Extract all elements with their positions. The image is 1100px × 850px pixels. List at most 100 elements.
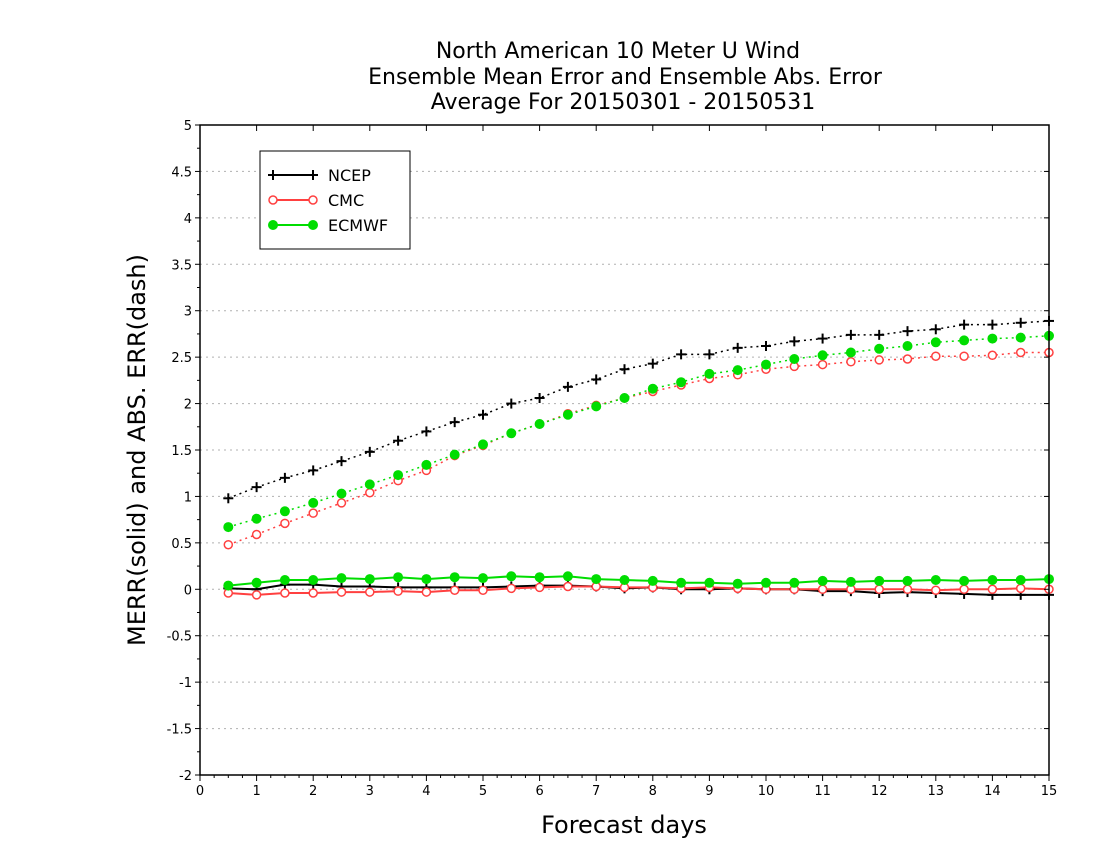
cmc-mean-error-point — [987, 584, 998, 595]
x-tick-label: 9 — [705, 784, 713, 799]
cmc-abs-error-point — [902, 354, 913, 364]
ecmwf-mean-error-point — [817, 575, 828, 586]
x-axis-label: Forecast days — [541, 811, 707, 839]
cmc-abs-error-point — [987, 350, 998, 361]
y-tick-label: 4.5 — [171, 165, 192, 180]
ncep-abs-error-point — [817, 333, 828, 344]
ecmwf-abs-error-point — [591, 401, 602, 412]
ncep-abs-error-point — [478, 409, 488, 420]
y-tick-label: -1 — [179, 676, 192, 691]
ecmwf-mean-error-point — [676, 577, 687, 588]
ecmwf-abs-error-point — [676, 377, 687, 388]
ecmwf-abs-error-point — [393, 470, 404, 481]
legend-cmc-marker-left — [268, 195, 278, 205]
series-layer — [223, 315, 1054, 600]
cmc-abs-error-point — [874, 355, 884, 365]
ecmwf-mean-error-point — [761, 577, 771, 588]
x-tick-label: 0 — [196, 784, 204, 799]
ecmwf-mean-error-point — [1015, 575, 1026, 585]
cmc-mean-error-point — [280, 588, 290, 598]
ncep-abs-error-point — [449, 417, 460, 428]
cmc-mean-error-point — [563, 581, 573, 592]
ecmwf-mean-error-point — [562, 571, 573, 582]
ncep-abs-error-point — [562, 381, 573, 392]
cmc-abs-error-point — [223, 539, 234, 550]
cmc-mean-error-point — [251, 590, 262, 600]
ecmwf-mean-error-point — [364, 574, 375, 585]
legend-ecmwf-label: ECMWF — [328, 216, 388, 235]
ncep-abs-error-point — [987, 319, 998, 330]
ecmwf-mean-error-point — [534, 572, 545, 583]
ecmwf-abs-error-point — [732, 365, 743, 376]
ecmwf-abs-error-point — [421, 459, 432, 470]
y-tick-label: 1.5 — [171, 444, 192, 459]
y-tick-label: 2.5 — [171, 351, 192, 366]
ncep-abs-error-point — [336, 456, 347, 467]
x-tick-label: 13 — [928, 784, 945, 799]
cmc-abs-error-point — [846, 357, 856, 367]
ncep-abs-error-line — [228, 320, 1050, 499]
cmc-abs-error-point — [280, 518, 290, 529]
ecmwf-mean-error-point — [251, 577, 262, 588]
ncep-abs-error-point — [874, 329, 885, 340]
legend-ncep-label: NCEP — [328, 166, 371, 185]
cmc-mean-error-point — [817, 584, 828, 595]
ecmwf-abs-error-point — [478, 439, 488, 450]
ecmwf-abs-error-point — [534, 419, 545, 429]
ecmwf-mean-error-point — [874, 575, 885, 586]
ecmwf-abs-error-point — [449, 449, 460, 460]
ecmwf-mean-error-point — [336, 573, 347, 584]
y-tick-label: -0.5 — [167, 630, 192, 645]
chart-title-line-2: Ensemble Mean Error and Ensemble Abs. Er… — [368, 65, 883, 90]
ncep-abs-error-point — [223, 493, 234, 504]
x-tick-label: 5 — [479, 784, 487, 799]
ncep-abs-error-point — [761, 341, 771, 351]
chart-title-line-3: Average For 20150301 - 20150531 — [431, 90, 816, 115]
cmc-mean-error-point — [365, 587, 375, 597]
ecmwf-abs-error-point — [223, 522, 234, 533]
x-tick-label: 14 — [984, 784, 1001, 799]
y-tick-label: 0.5 — [171, 537, 192, 552]
ecmwf-abs-error-point — [902, 341, 913, 351]
ecmwf-abs-error-point — [279, 506, 290, 517]
ecmwf-abs-error-point — [761, 359, 771, 370]
legend-cmc-marker-right — [308, 195, 318, 205]
ecmwf-abs-error-point — [308, 497, 319, 508]
ecmwf-mean-error-point — [647, 575, 658, 586]
cmc-mean-error-point — [449, 585, 460, 595]
ecmwf-abs-error-point — [959, 335, 970, 346]
ecmwf-mean-error-point — [930, 575, 941, 585]
x-tick-label: 6 — [535, 784, 543, 799]
ecmwf-mean-error-point — [449, 572, 460, 583]
ncep-abs-error-point — [506, 398, 517, 409]
cmc-mean-error-point — [931, 585, 941, 595]
ecmwf-abs-error-point — [930, 337, 941, 348]
ncep-abs-error-point — [845, 329, 856, 340]
cmc-mean-error-point — [1015, 583, 1026, 594]
ecmwf-mean-error-point — [506, 571, 517, 582]
ecmwf-abs-error-point — [817, 350, 828, 361]
grid-lines — [200, 170, 1049, 730]
ecmwf-abs-error-point — [987, 333, 998, 344]
ecmwf-abs-error-point — [1015, 332, 1026, 343]
ecmwf-mean-error-point — [393, 572, 404, 583]
ecmwf-abs-error-line — [228, 335, 1050, 528]
ecmwf-mean-error-point — [223, 580, 234, 591]
cmc-mean-error-point — [336, 587, 347, 597]
ecmwf-mean-error-point — [279, 575, 290, 585]
ecmwf-mean-error-point — [704, 577, 715, 588]
y-tick-label: 3 — [184, 305, 192, 320]
ncep-abs-error-point — [732, 342, 743, 353]
ncep-abs-error-point — [902, 326, 913, 337]
axis-ticks: -2-1.5-1-0.500.511.522.533.544.550 1 2 3 4 5 6… — [167, 119, 1058, 799]
cmc-abs-error-point — [251, 529, 262, 540]
legend-ncep-marker-right — [308, 170, 318, 180]
y-tick-label: -1.5 — [167, 723, 192, 738]
x-tick-label: 7 — [592, 784, 600, 799]
chart-title-line-1: North American 10 Meter U Wind — [436, 39, 800, 64]
legend: NCEP CMC ECMWF — [259, 150, 411, 250]
cmc-abs-error-point — [365, 487, 375, 498]
cmc-mean-error-point — [959, 584, 969, 595]
legend-ecmwf-marker-left — [268, 220, 278, 230]
